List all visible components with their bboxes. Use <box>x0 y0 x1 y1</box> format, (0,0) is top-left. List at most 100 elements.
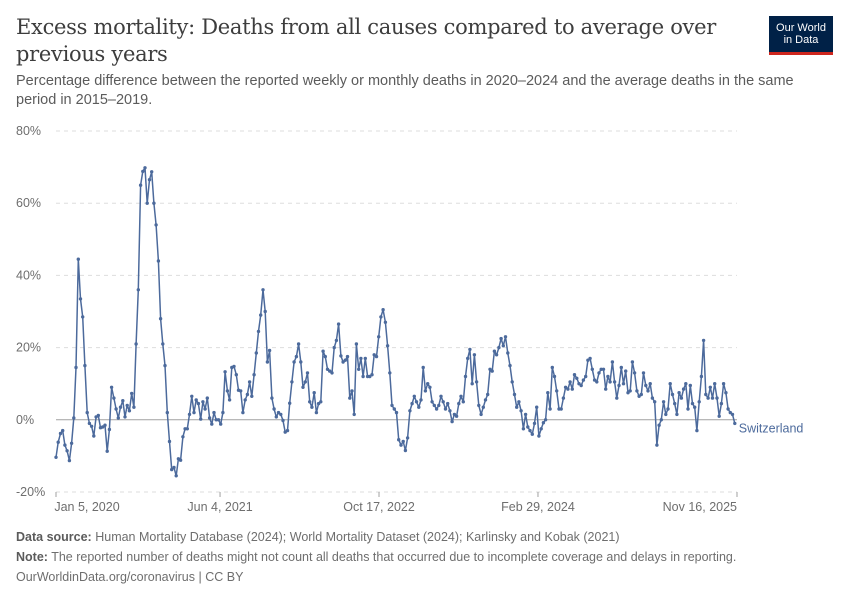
data-point[interactable] <box>87 421 92 426</box>
data-point[interactable] <box>339 354 343 358</box>
data-point[interactable] <box>410 401 414 406</box>
data-point[interactable] <box>272 407 276 411</box>
data-point[interactable] <box>548 407 552 411</box>
data-point[interactable] <box>310 405 314 409</box>
data-point[interactable] <box>147 178 152 182</box>
data-point[interactable] <box>234 373 238 377</box>
data-point[interactable] <box>708 385 712 389</box>
data-point[interactable] <box>216 418 221 422</box>
data-point[interactable] <box>130 391 134 396</box>
data-point[interactable] <box>72 416 76 420</box>
data-point[interactable] <box>653 400 657 404</box>
data-point[interactable] <box>397 438 401 442</box>
data-point[interactable] <box>279 412 283 417</box>
data-point[interactable] <box>630 360 635 364</box>
owid-logo[interactable]: Our World in Data <box>769 16 833 55</box>
data-point[interactable] <box>446 401 450 406</box>
data-point[interactable] <box>537 434 541 438</box>
data-point[interactable] <box>345 354 350 359</box>
data-point[interactable] <box>650 396 655 400</box>
data-point[interactable] <box>688 383 692 388</box>
data-point[interactable] <box>699 374 704 379</box>
data-point[interactable] <box>434 407 439 411</box>
series-label[interactable]: Switzerland <box>739 421 804 435</box>
data-point[interactable] <box>385 344 390 348</box>
data-point[interactable] <box>221 410 225 415</box>
data-point[interactable] <box>281 418 285 423</box>
data-point[interactable] <box>405 436 410 440</box>
data-point[interactable] <box>270 396 274 400</box>
data-point[interactable] <box>181 435 185 439</box>
data-point[interactable] <box>85 410 89 415</box>
data-point[interactable] <box>319 400 323 404</box>
data-point[interactable] <box>681 387 686 391</box>
data-point[interactable] <box>494 353 499 357</box>
data-point[interactable] <box>247 380 252 384</box>
data-point[interactable] <box>690 401 695 406</box>
data-point[interactable] <box>330 371 334 375</box>
data-point[interactable] <box>321 349 325 353</box>
data-point[interactable] <box>207 416 212 420</box>
data-point[interactable] <box>519 409 523 413</box>
data-point[interactable] <box>348 396 352 400</box>
data-point[interactable] <box>212 410 216 415</box>
data-point[interactable] <box>646 389 650 393</box>
data-point[interactable] <box>733 421 737 426</box>
data-point[interactable] <box>724 391 728 395</box>
data-point[interactable] <box>610 360 615 364</box>
data-point[interactable] <box>118 405 123 409</box>
data-point[interactable] <box>666 407 670 411</box>
series-switzerland[interactable]: Switzerland <box>54 166 804 478</box>
data-point[interactable] <box>503 335 508 339</box>
data-point[interactable] <box>459 394 463 398</box>
data-point[interactable] <box>675 412 679 417</box>
data-point[interactable] <box>695 428 699 433</box>
data-point[interactable] <box>673 401 677 406</box>
data-point[interactable] <box>401 439 405 444</box>
data-point[interactable] <box>490 369 494 373</box>
data-point[interactable] <box>178 458 183 462</box>
data-point[interactable] <box>581 378 586 382</box>
data-point[interactable] <box>252 373 256 377</box>
data-point[interactable] <box>305 371 310 375</box>
data-point[interactable] <box>210 422 214 426</box>
data-point[interactable] <box>223 370 227 374</box>
data-point[interactable] <box>123 415 127 419</box>
data-point[interactable] <box>590 367 594 371</box>
data-point[interactable] <box>661 400 666 404</box>
data-point[interactable] <box>483 398 488 402</box>
data-point[interactable] <box>628 389 632 393</box>
data-point[interactable] <box>239 389 243 393</box>
data-point[interactable] <box>468 347 472 352</box>
data-point[interactable] <box>350 389 354 393</box>
data-point[interactable] <box>74 365 78 370</box>
data-point[interactable] <box>78 297 83 301</box>
data-point[interactable] <box>461 400 465 404</box>
data-point[interactable] <box>285 428 290 433</box>
data-point[interactable] <box>259 313 263 317</box>
data-point[interactable] <box>561 396 566 400</box>
data-point[interactable] <box>334 338 339 343</box>
data-point[interactable] <box>192 410 196 415</box>
data-point[interactable] <box>76 257 81 261</box>
data-point[interactable] <box>227 398 232 402</box>
data-point[interactable] <box>61 428 65 433</box>
data-point[interactable] <box>359 356 363 361</box>
data-point[interactable] <box>163 363 167 368</box>
data-point[interactable] <box>632 371 637 375</box>
data-point[interactable] <box>294 354 299 359</box>
data-point[interactable] <box>555 389 559 393</box>
data-point[interactable] <box>472 353 477 357</box>
data-point[interactable] <box>568 380 572 384</box>
data-point[interactable] <box>54 455 58 459</box>
data-point[interactable] <box>532 421 537 426</box>
data-point[interactable] <box>125 403 129 408</box>
data-point[interactable] <box>143 166 147 170</box>
data-point[interactable] <box>145 201 149 205</box>
data-point[interactable] <box>201 400 205 404</box>
data-point[interactable] <box>343 358 347 362</box>
data-point[interactable] <box>466 356 470 361</box>
data-point[interactable] <box>170 467 174 472</box>
data-point[interactable] <box>704 392 708 397</box>
data-point[interactable] <box>308 400 312 404</box>
